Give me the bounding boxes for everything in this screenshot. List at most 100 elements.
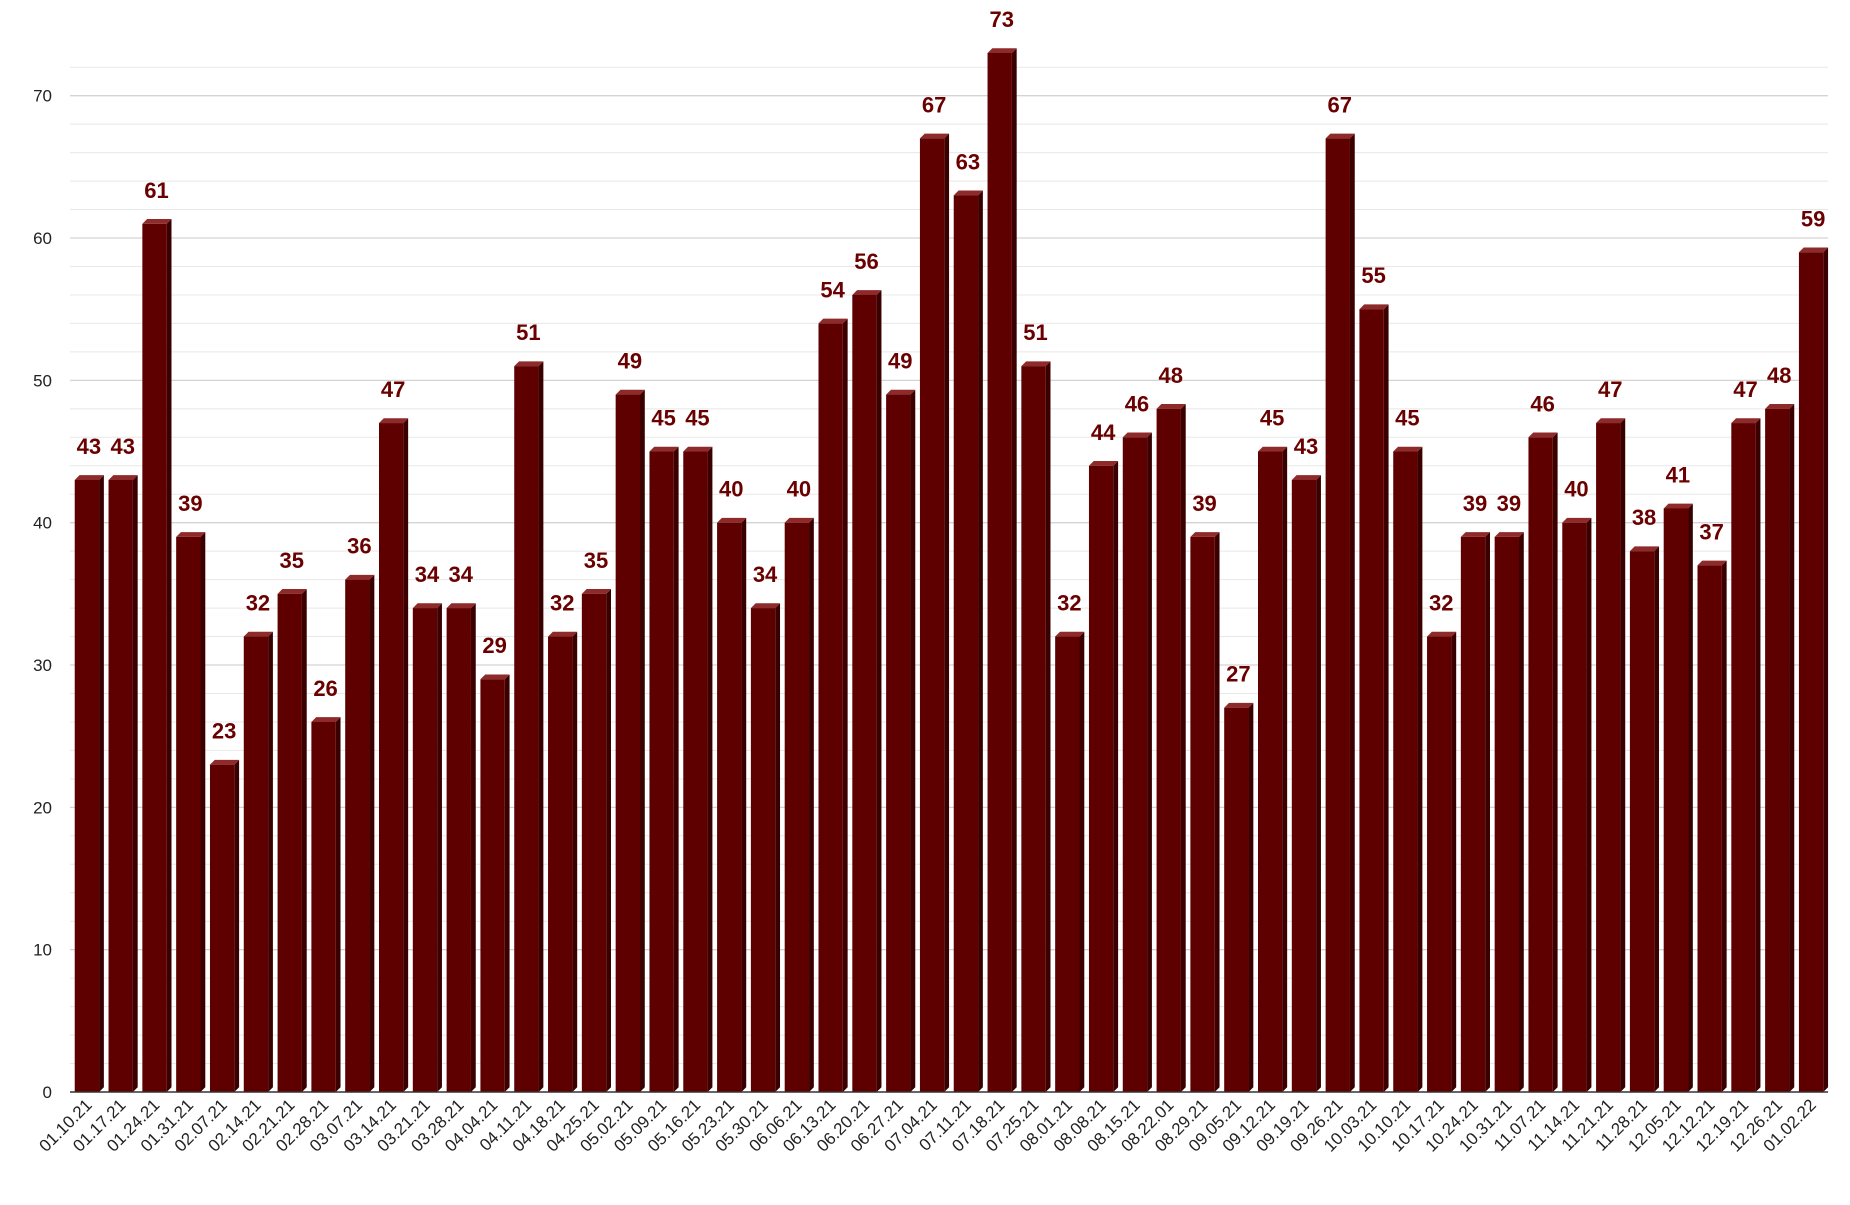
bar (683, 446, 713, 1093)
bar-front (919, 138, 945, 1092)
bar (1562, 517, 1592, 1092)
bar-side (1079, 631, 1085, 1092)
bar (1528, 432, 1558, 1092)
data-label: 67 (922, 92, 946, 117)
bar-side (470, 603, 476, 1092)
data-label: 23 (212, 719, 236, 744)
bar (1021, 361, 1051, 1093)
data-label: 41 (1666, 462, 1690, 487)
data-label: 29 (482, 633, 506, 658)
bar-top (1494, 532, 1524, 537)
x-axis-ticks: 01.10.2101.17.2101.24.2101.31.2102.07.21… (35, 1095, 1819, 1155)
bar (953, 190, 983, 1093)
data-label: 63 (956, 149, 980, 174)
bar (1494, 532, 1524, 1092)
bar (750, 603, 781, 1092)
bar-top (412, 603, 442, 609)
data-label: 32 (1057, 591, 1081, 616)
bar-side (1485, 532, 1490, 1092)
bar (176, 532, 206, 1092)
bar (379, 418, 409, 1093)
bar-top (480, 674, 510, 680)
bar-top (1359, 304, 1389, 310)
data-label: 34 (753, 562, 778, 587)
bar-top (176, 532, 206, 537)
bar (345, 574, 375, 1092)
bar (74, 475, 104, 1093)
data-label: 43 (110, 434, 134, 459)
bar-side (1180, 404, 1186, 1092)
bars (74, 48, 1829, 1093)
y-tick-label: 30 (33, 656, 52, 675)
bar (1224, 702, 1254, 1092)
bar-top (919, 133, 950, 139)
bar-top (1055, 631, 1085, 637)
bar-front (784, 522, 810, 1092)
bar-front (987, 53, 1012, 1092)
data-labels: 43 43 61 39 23 32 35 26 36 47 34 34 29 51 32 35 49 45 45 40… (77, 7, 1826, 744)
bar-side (1383, 304, 1389, 1092)
bar-front (1798, 252, 1824, 1093)
bar-front (277, 593, 302, 1092)
data-label: 49 (888, 349, 912, 374)
bar-top (1156, 404, 1186, 409)
bar-side (1789, 404, 1795, 1092)
bar-side (1349, 133, 1355, 1092)
bar-front (1562, 522, 1587, 1092)
data-label: 40 (1564, 477, 1588, 502)
bar (1258, 446, 1288, 1093)
bar-side (1654, 546, 1660, 1092)
bar-side (1552, 432, 1558, 1092)
bar (1663, 503, 1693, 1093)
bar-front (548, 636, 573, 1092)
bar-top (1224, 702, 1254, 708)
bar-top (1663, 503, 1693, 509)
data-label: 59 (1801, 206, 1825, 231)
y-tick-label: 70 (33, 87, 52, 106)
data-label: 32 (1429, 591, 1453, 616)
bar-top (1393, 446, 1423, 452)
y-tick-label: 60 (33, 229, 52, 248)
bar-side (1147, 432, 1152, 1092)
bar-top (1427, 631, 1457, 637)
bar-top (717, 517, 747, 523)
bar-front (818, 323, 843, 1092)
bar-front (176, 536, 201, 1092)
bar-top (818, 318, 848, 324)
bar (852, 290, 882, 1093)
bar-side (1417, 446, 1423, 1092)
bar-front (852, 294, 877, 1093)
data-label: 46 (1125, 391, 1149, 416)
bar-front (514, 366, 539, 1092)
data-label: 73 (989, 7, 1013, 32)
bar-front (717, 522, 742, 1092)
bar-top (1460, 532, 1490, 537)
bar-side (775, 603, 781, 1092)
data-label: 45 (1395, 406, 1419, 431)
data-label: 56 (854, 249, 878, 274)
bar-front (480, 679, 505, 1092)
data-label: 39 (178, 491, 202, 516)
data-label: 43 (77, 434, 101, 459)
data-label: 61 (144, 178, 168, 203)
bar-top (548, 631, 578, 637)
data-label: 48 (1767, 363, 1791, 388)
data-label: 46 (1530, 391, 1554, 416)
data-label: 34 (415, 562, 440, 587)
bar-side (335, 717, 341, 1092)
bar-top (1190, 532, 1220, 537)
bar (1122, 432, 1152, 1092)
bar (581, 589, 611, 1092)
bar-side (741, 517, 747, 1092)
bar (919, 133, 950, 1092)
bar-side (673, 446, 679, 1092)
bar (1055, 631, 1085, 1092)
bar-front (209, 764, 235, 1092)
bar-top (243, 631, 273, 637)
bar-top (379, 418, 409, 424)
bar-top (615, 389, 645, 395)
bar-front (649, 451, 674, 1093)
bar-side (268, 631, 273, 1092)
bar-front (243, 636, 269, 1092)
bar (1325, 133, 1355, 1092)
